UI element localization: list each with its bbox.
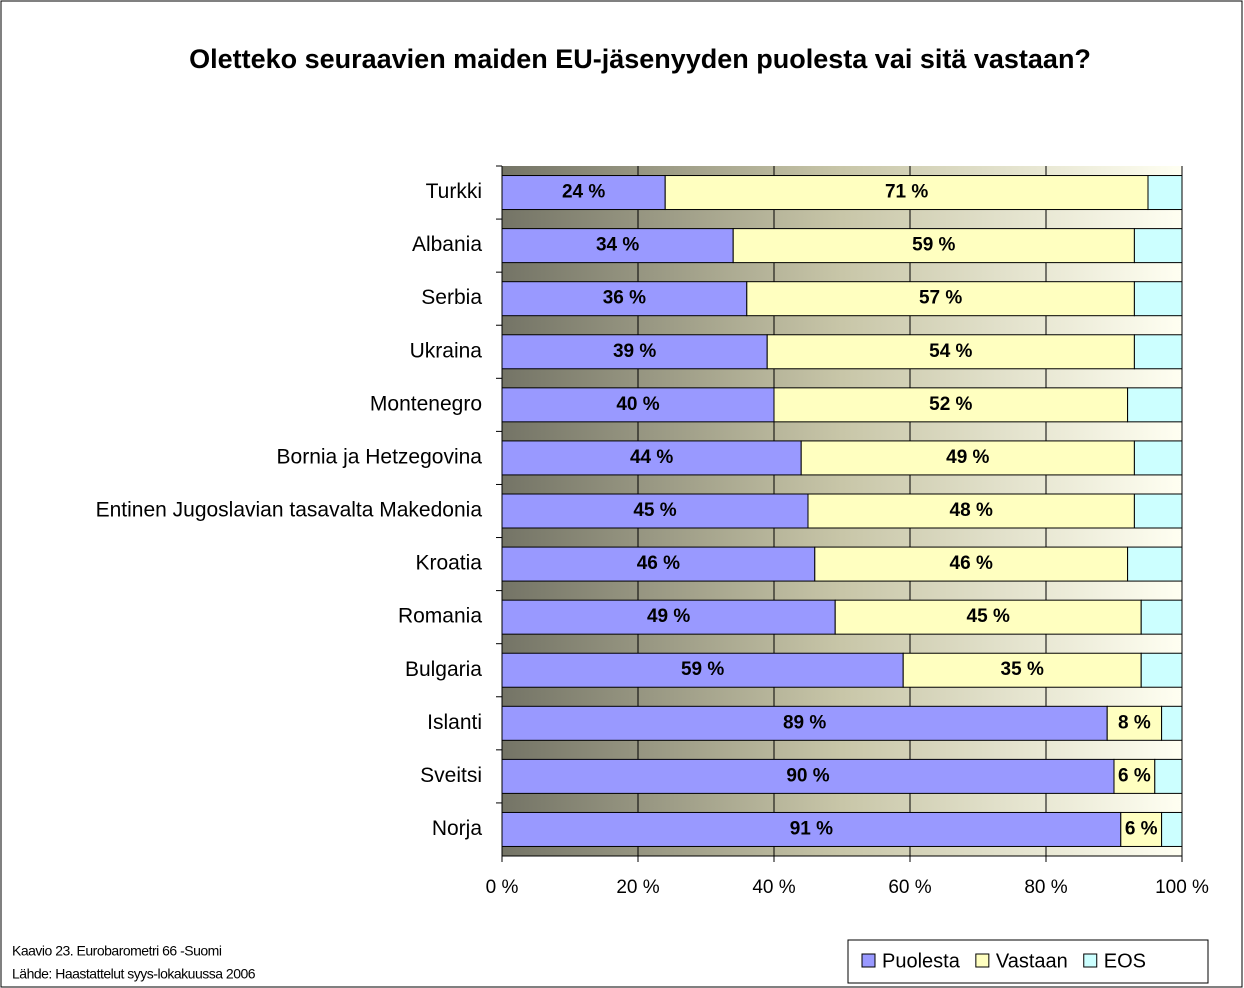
bar-segment [501,440,802,476]
bar-segment [501,334,768,370]
bar-segment [501,281,748,317]
data-label: 52 % [929,394,972,415]
data-label: 45 % [633,500,676,521]
data-label: 91 % [790,818,833,839]
bar-segment [501,387,775,423]
x-tick-label: 0 % [486,877,519,898]
data-label: 46 % [950,553,993,574]
bar-segment [1140,599,1183,635]
note: Kaavio 23. Eurobarometri 66 -Suomi [12,943,222,959]
y-tick-label: Kroatia [415,552,482,575]
legend-label: Vastaan [996,950,1068,972]
data-label: 44 % [630,447,673,468]
y-tick-label: Islanti [427,711,482,734]
bar-segment [1133,440,1183,476]
bar-segment [501,758,1115,794]
x-tick-label: 80 % [1024,877,1067,898]
bar-segment [1127,387,1183,423]
y-tick-label: Ukraina [410,339,483,362]
data-label: 39 % [613,341,656,362]
bar-segment [501,493,809,529]
data-label: 71 % [885,182,928,203]
legend-box [847,939,1209,984]
y-tick-label: Bulgaria [405,658,482,681]
legend-label: EOS [1104,950,1146,972]
x-tick-label: 40 % [752,877,795,898]
data-label: 46 % [637,553,680,574]
y-tick-label: Norja [432,817,483,840]
bar-segment [1113,758,1156,794]
bar-segment [834,599,1142,635]
bar-segment [1161,705,1183,741]
y-tick-label: Romania [398,605,482,628]
bar-segment [807,493,1135,529]
y-tick-label: Albania [412,233,482,256]
data-label: 90 % [786,765,829,786]
y-tick-label: Entinen Jugoslavian tasavalta Makedonia [96,499,483,522]
y-tick-label: Turkki [426,180,482,203]
bar-segment [1133,228,1183,264]
bar-segment [501,652,904,688]
bar-segment [1127,546,1183,582]
bar-segment [902,652,1142,688]
data-label: 34 % [596,235,639,256]
y-tick-label: Serbia [421,286,482,309]
x-tick-label: 60 % [888,877,931,898]
data-label: 49 % [647,606,690,627]
data-label: 36 % [603,288,646,309]
legend-swatch [861,953,876,968]
bar-segment [732,228,1135,264]
y-tick-label: Sveitsi [420,764,482,787]
data-label: 6 % [1118,765,1151,786]
bar-segment [1154,758,1183,794]
data-label: 59 % [681,659,724,680]
bar-segment [1133,493,1183,529]
bar-segment [1147,175,1183,211]
legend-swatch [1083,953,1098,968]
data-label: 35 % [1001,659,1044,680]
bar-segment [766,334,1135,370]
x-tick-label: 100 % [1155,877,1209,898]
data-label: 6 % [1125,818,1158,839]
note: Lähde: Haastattelut syys-lokakuussa 2006 [12,966,256,982]
y-tick-label: Montenegro [370,392,482,415]
bar-segment [1133,281,1183,317]
data-label: 59 % [912,235,955,256]
bar-segment [501,175,666,211]
legend-label: Puolesta [882,950,961,972]
data-label: 89 % [783,712,826,733]
data-label: 24 % [562,182,605,203]
data-label: 48 % [950,500,993,521]
data-label: 49 % [946,447,989,468]
data-label: 8 % [1118,712,1151,733]
legend-swatch [975,953,990,968]
chart-title: Oletteko seuraavien maiden EU-jäsenyyden… [189,44,1091,74]
bar-segment [501,228,734,264]
bar-segment [1161,811,1183,847]
bar-segment [664,175,1149,211]
data-label: 54 % [929,341,972,362]
bar-segment [501,811,1122,847]
data-label: 40 % [616,394,659,415]
bar-segment [800,440,1135,476]
data-label: 45 % [967,606,1010,627]
bar-segment [1140,652,1183,688]
data-label: 57 % [919,288,962,309]
bar-segment [814,546,1129,582]
bar-segment [773,387,1129,423]
y-tick-label: Bornia ja Hetzegovina [277,445,483,468]
bar-segment [1133,334,1183,370]
x-tick-label: 20 % [616,877,659,898]
